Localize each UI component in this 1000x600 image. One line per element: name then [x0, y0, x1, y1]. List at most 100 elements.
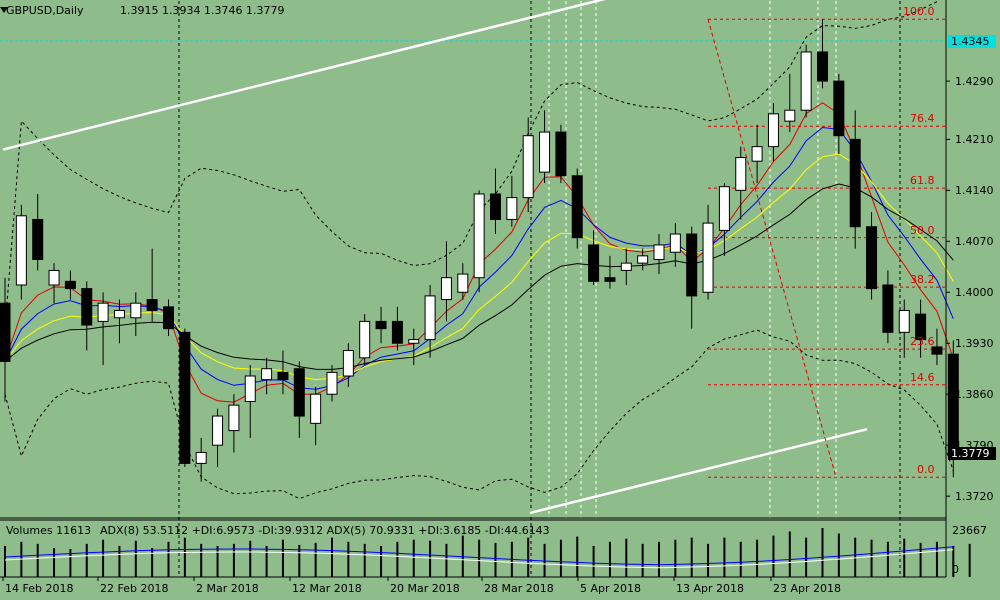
bear-candle	[32, 218, 44, 260]
bear-candle	[849, 138, 861, 228]
cyan-level-flag: 1.4345	[948, 35, 996, 49]
bull-candle	[408, 339, 420, 344]
bull-candle	[130, 302, 142, 319]
price-tick-label: 1.3860	[955, 388, 994, 402]
fib-level-label: 61.8	[910, 174, 935, 188]
envelope-bands	[4, 0, 954, 500]
bear-candle	[163, 306, 174, 330]
bull-candle	[424, 295, 436, 341]
bull-candle	[702, 222, 714, 293]
price-tick-label: 1.4070	[955, 235, 994, 249]
bear-candle	[686, 233, 698, 297]
bull-candle	[15, 215, 27, 286]
volume-zero-label: 0	[952, 563, 959, 576]
bear-candle	[179, 331, 191, 464]
bear-candle	[817, 51, 828, 82]
bear-candle	[146, 299, 158, 311]
bull-candle	[751, 146, 763, 162]
bull-candle	[898, 309, 910, 333]
ohlc-values: 1.3915 1.3934 1.3746 1.3779	[120, 4, 285, 17]
date-label: 23 Apr 2018	[773, 582, 842, 595]
bear-candle	[0, 302, 11, 362]
bear-candle	[588, 244, 600, 282]
bull-candle	[539, 131, 551, 173]
fib-level-label: 0.0	[917, 463, 935, 477]
bear-candle	[882, 284, 894, 333]
bear-candle	[931, 346, 943, 355]
fib-level-label: 14.6	[910, 370, 935, 384]
date-label: 20 Mar 2018	[390, 582, 460, 595]
bull-candle	[457, 273, 469, 293]
bear-candle	[915, 313, 927, 341]
bull-candle	[228, 404, 240, 432]
bull-candle	[212, 415, 224, 446]
bear-candle	[866, 226, 878, 290]
bull-candle	[506, 197, 518, 220]
price-tick-label: 1.3720	[955, 490, 994, 504]
dropdown-arrow-icon[interactable]	[0, 7, 8, 13]
date-label: 5 Apr 2018	[580, 582, 642, 595]
bear-candle	[64, 280, 76, 290]
date-label: 22 Feb 2018	[100, 582, 169, 595]
date-label: 2 Mar 2018	[196, 582, 259, 595]
fib-level-label: 100.0	[903, 5, 935, 19]
bull-candle	[620, 262, 632, 271]
price-tick-label: 1.4210	[955, 133, 994, 147]
bull-candle	[735, 157, 747, 191]
bull-candle	[261, 368, 273, 381]
bear-candle	[604, 277, 616, 282]
fib-level-label: 23.6	[910, 335, 935, 349]
adx-label: ADX(8) 53.5112 +DI:6.9573 -DI:39.9312 AD…	[100, 524, 550, 537]
adx-white-line	[4, 549, 954, 569]
bear-candle	[293, 368, 305, 417]
bear-candle	[375, 320, 387, 330]
bull-candle	[473, 193, 485, 279]
bull-candle	[784, 109, 796, 122]
bull-candle	[326, 371, 338, 395]
adx-blue-line	[4, 546, 954, 566]
fib-level-label: 38.2	[910, 273, 935, 287]
price-tick-label: 1.4290	[955, 75, 994, 89]
bull-candle	[800, 51, 812, 111]
lower-band	[4, 329, 954, 500]
bear-candle	[555, 131, 567, 177]
bull-candle	[718, 186, 730, 231]
bull-candle	[113, 309, 125, 319]
bear-candle	[833, 80, 845, 137]
bull-candle	[359, 320, 371, 359]
bull-candle	[440, 277, 452, 301]
bear-candle	[571, 175, 583, 239]
fib-trendline	[707, 19, 837, 478]
bull-candle	[195, 451, 207, 464]
lower-channel-line	[529, 427, 868, 515]
date-label: 28 Mar 2018	[484, 582, 554, 595]
price-tick-label: 1.3930	[955, 337, 994, 351]
price-tick-label: 1.4140	[955, 184, 994, 198]
frame	[0, 0, 950, 581]
date-label: 13 Apr 2018	[676, 582, 745, 595]
bull-candle	[767, 113, 779, 148]
fib-level-label: 50.0	[910, 223, 935, 237]
bull-candle	[310, 393, 322, 424]
volume-max-label: 23667	[952, 524, 987, 537]
candles	[0, 19, 959, 482]
symbol-title: GBPUSD,Daily	[6, 4, 84, 17]
volume-panel	[4, 528, 971, 577]
bear-candle	[277, 371, 289, 381]
bull-candle	[342, 350, 354, 377]
bull-candle	[637, 255, 649, 264]
date-label: 12 Mar 2018	[292, 582, 362, 595]
bear-candle	[490, 193, 501, 220]
channel-lines	[2, 0, 868, 515]
bull-candle	[653, 244, 665, 260]
volumes-label: Volumes 11613	[6, 524, 92, 537]
current-price-flag: 1.3779	[948, 447, 996, 461]
date-label: 14 Feb 2018	[5, 582, 74, 595]
price-tick-label: 1.4000	[955, 286, 994, 300]
upper-channel-line	[2, 0, 606, 151]
bear-candle	[391, 320, 403, 344]
bull-candle	[522, 135, 534, 199]
bull-candle	[244, 375, 256, 402]
